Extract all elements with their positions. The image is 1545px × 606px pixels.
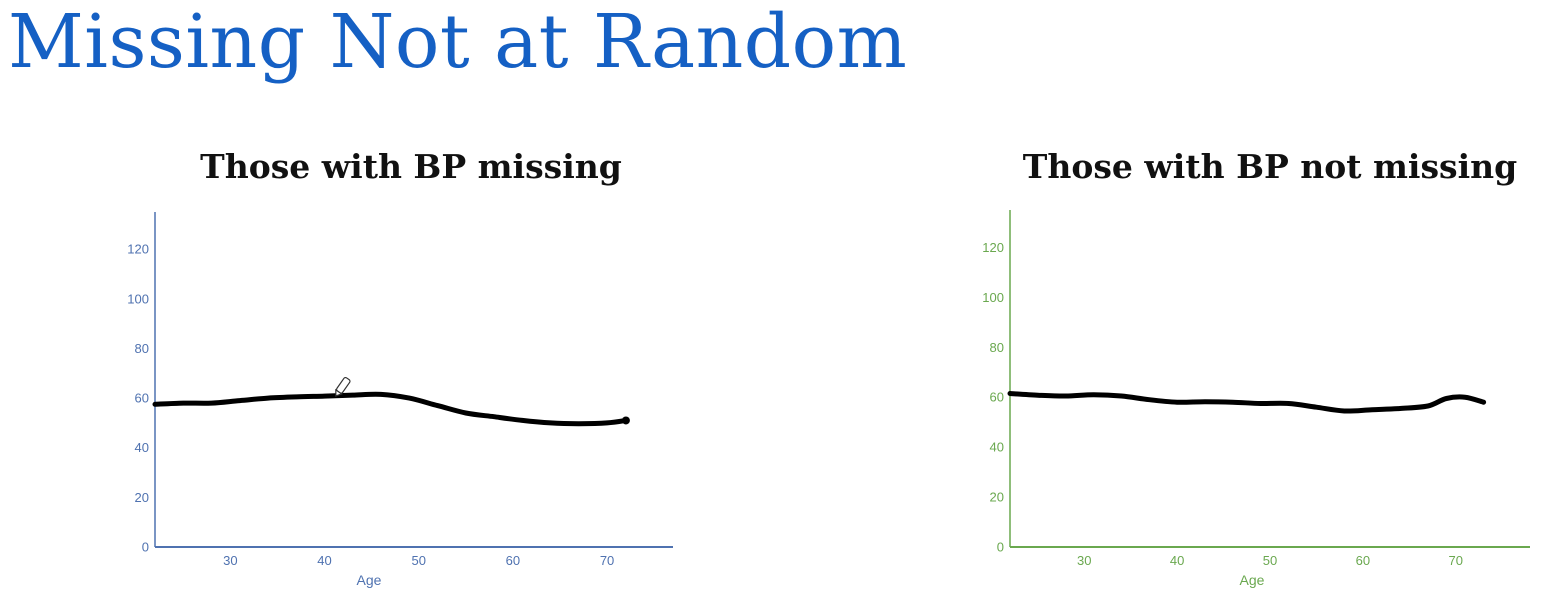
x-axis-label: Age — [357, 572, 382, 588]
pencil-icon — [335, 376, 351, 397]
y-tick-label: 120 — [127, 242, 149, 257]
series-line — [152, 391, 629, 427]
series-line-end-mark — [621, 416, 630, 425]
y-tick-label: 100 — [127, 291, 149, 306]
x-tick-label: 50 — [411, 553, 425, 568]
chart-title-bp-missing: Those with BP missing — [200, 147, 622, 186]
y-tick-label: 0 — [142, 540, 149, 555]
x-tick-label: 70 — [600, 553, 614, 568]
chart-title-bp-not-missing: Those with BP not missing — [1022, 147, 1518, 186]
y-tick-label: 60 — [135, 391, 149, 406]
x-tick-label: 30 — [223, 553, 237, 568]
x-tick-label: 60 — [506, 553, 520, 568]
x-tick-label: 40 — [317, 553, 331, 568]
y-tick-label: 40 — [135, 440, 149, 455]
slide-title: Missing Not at Random — [8, 0, 908, 85]
y-tick-label: 80 — [135, 341, 149, 356]
y-tick-label: 20 — [135, 490, 149, 505]
